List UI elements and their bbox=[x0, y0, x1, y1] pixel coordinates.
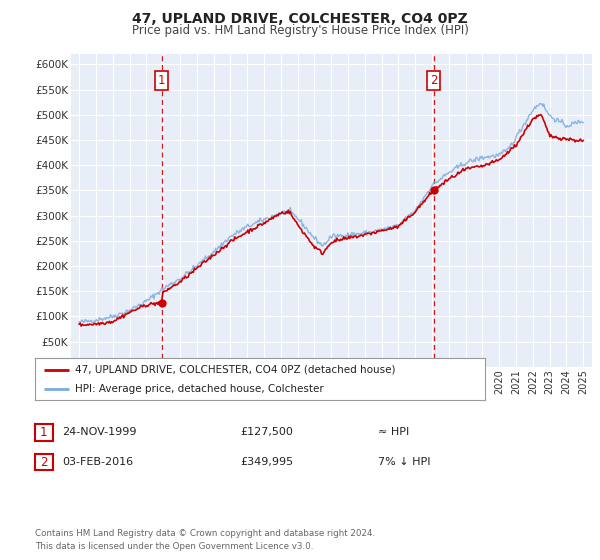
Text: ≈ HPI: ≈ HPI bbox=[378, 427, 409, 437]
Text: 47, UPLAND DRIVE, COLCHESTER, CO4 0PZ: 47, UPLAND DRIVE, COLCHESTER, CO4 0PZ bbox=[132, 12, 468, 26]
Text: £127,500: £127,500 bbox=[240, 427, 293, 437]
Text: 7% ↓ HPI: 7% ↓ HPI bbox=[378, 457, 431, 467]
Text: £349,995: £349,995 bbox=[240, 457, 293, 467]
Text: 47, UPLAND DRIVE, COLCHESTER, CO4 0PZ (detached house): 47, UPLAND DRIVE, COLCHESTER, CO4 0PZ (d… bbox=[76, 365, 396, 375]
Text: 24-NOV-1999: 24-NOV-1999 bbox=[62, 427, 136, 437]
Text: HPI: Average price, detached house, Colchester: HPI: Average price, detached house, Colc… bbox=[76, 384, 324, 394]
Text: 2: 2 bbox=[40, 455, 47, 469]
Text: 1: 1 bbox=[40, 426, 47, 439]
Text: 2: 2 bbox=[430, 74, 437, 87]
Text: Contains HM Land Registry data © Crown copyright and database right 2024.
This d: Contains HM Land Registry data © Crown c… bbox=[35, 529, 375, 550]
Text: 03-FEB-2016: 03-FEB-2016 bbox=[62, 457, 133, 467]
Text: Price paid vs. HM Land Registry's House Price Index (HPI): Price paid vs. HM Land Registry's House … bbox=[131, 24, 469, 36]
Text: 1: 1 bbox=[158, 74, 165, 87]
